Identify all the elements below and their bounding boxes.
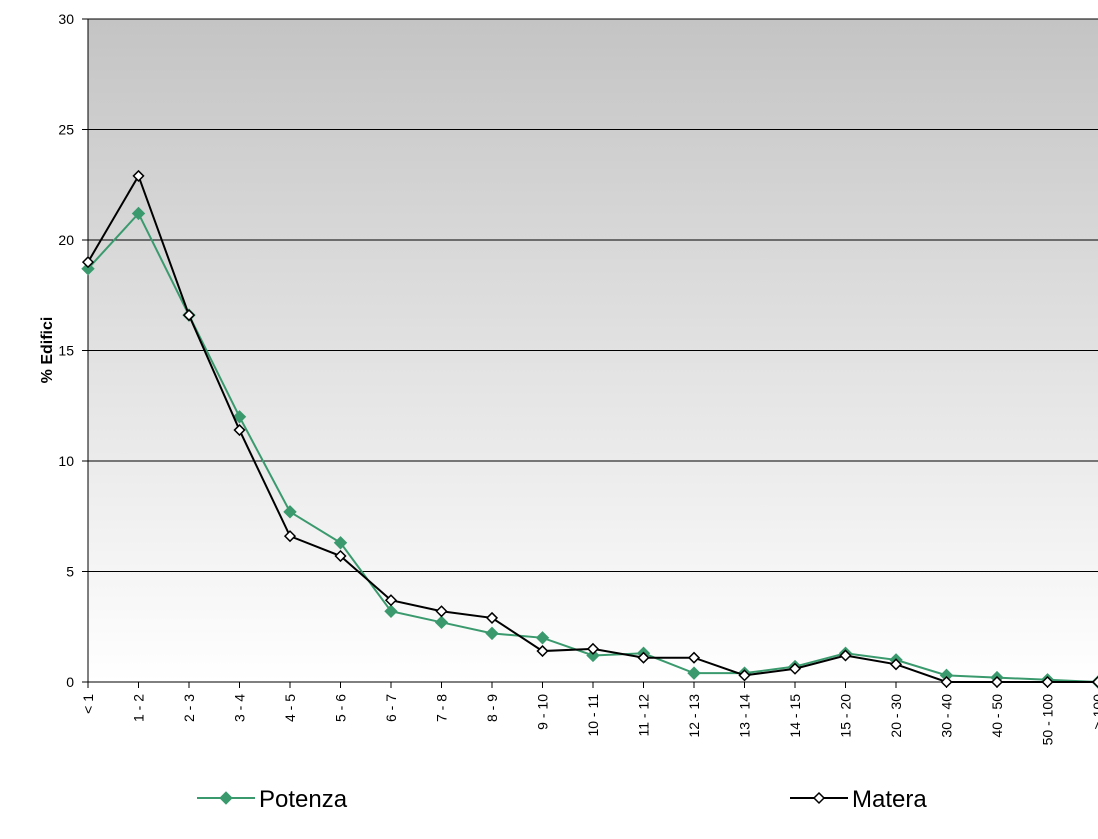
data-point: [232, 410, 247, 424]
data-point: [434, 615, 449, 630]
data-point: [536, 644, 549, 658]
data-point: [535, 631, 550, 645]
x-tick-label: > 100: [1090, 694, 1098, 730]
legend-label: Potenza: [259, 786, 348, 813]
y-tick-label: 15: [58, 343, 74, 359]
data-point: [81, 262, 95, 276]
legend-marker: [219, 791, 233, 805]
x-tick-label: 6 - 7: [383, 694, 399, 722]
data-point: [586, 648, 600, 663]
data-point: [1041, 675, 1054, 689]
data-point: [990, 675, 1004, 689]
legend-label: Matera: [852, 786, 927, 813]
data-point: [940, 675, 953, 689]
data-point: [637, 651, 650, 664]
data-point: [738, 669, 751, 682]
y-tick-label: 20: [58, 232, 74, 248]
x-tick-label: 30 - 40: [939, 694, 955, 738]
data-point: [283, 530, 297, 543]
data-point: [889, 658, 903, 671]
x-tick-label: 9 - 10: [535, 694, 551, 730]
data-point: [586, 642, 600, 655]
data-point: [333, 536, 348, 550]
data-point: [839, 649, 852, 662]
x-tick-label: 1 - 2: [131, 694, 147, 722]
legend-entry: Matera: [790, 786, 927, 813]
data-point: [687, 651, 701, 664]
x-axis-ticks: < 1 1 - 2 2 - 3 3 - 4 4 - 5 5 - 6 6 - 7 7 - 8 8 …: [80, 682, 1098, 745]
x-tick-label: 8 - 9: [484, 694, 500, 722]
x-tick-label: 7 - 8: [434, 694, 450, 722]
y-tick-label: 10: [58, 453, 74, 469]
data-point: [131, 206, 146, 221]
x-tick-label: 10 - 11: [585, 694, 601, 737]
legend: Potenza Matera: [197, 786, 927, 813]
y-tick-label: 25: [58, 122, 74, 138]
legend-entry: Potenza: [197, 786, 348, 813]
data-point: [384, 594, 398, 607]
data-point: [81, 256, 95, 269]
x-tick-label: 2 - 3: [181, 694, 197, 722]
x-tick-label: 14 - 15: [787, 694, 803, 738]
y-axis-ticks: 0 5 10 15 20 25 30: [58, 11, 88, 690]
data-point: [687, 666, 701, 680]
data-point: [384, 604, 398, 618]
data-point: [435, 605, 448, 618]
x-tick-label: 50 - 100: [1040, 694, 1056, 746]
x-tick-label: 20 - 30: [888, 694, 904, 738]
y-tick-label: 0: [66, 674, 74, 690]
x-tick-label: 13 - 14: [737, 694, 753, 738]
legend-marker: [812, 791, 826, 805]
x-tick-label: 40 - 50: [989, 694, 1005, 738]
x-tick-label: 3 - 4: [232, 694, 248, 722]
y-tick-label: 5: [66, 564, 74, 580]
data-point: [132, 169, 145, 182]
data-point: [283, 505, 297, 519]
x-tick-label: < 1: [80, 694, 96, 714]
grid-lines: [88, 18, 1098, 572]
series-matera: [81, 169, 1098, 689]
data-point: [233, 423, 246, 437]
data-point: [788, 662, 802, 675]
data-point: [1091, 675, 1098, 689]
x-tick-label: 12 - 13: [686, 694, 702, 738]
y-axis-label: % Edifici: [39, 317, 56, 384]
x-tick-label: 4 - 5: [282, 694, 298, 722]
x-tick-label: 15 - 20: [838, 694, 854, 738]
x-tick-label: 11 - 12: [636, 694, 652, 737]
series-layer: [81, 169, 1098, 689]
data-point: [182, 309, 196, 322]
y-tick-label: 30: [58, 11, 74, 27]
x-tick-label: 5 - 6: [333, 694, 349, 722]
data-point: [485, 611, 499, 624]
data-point: [485, 626, 499, 641]
data-point: [334, 549, 347, 563]
